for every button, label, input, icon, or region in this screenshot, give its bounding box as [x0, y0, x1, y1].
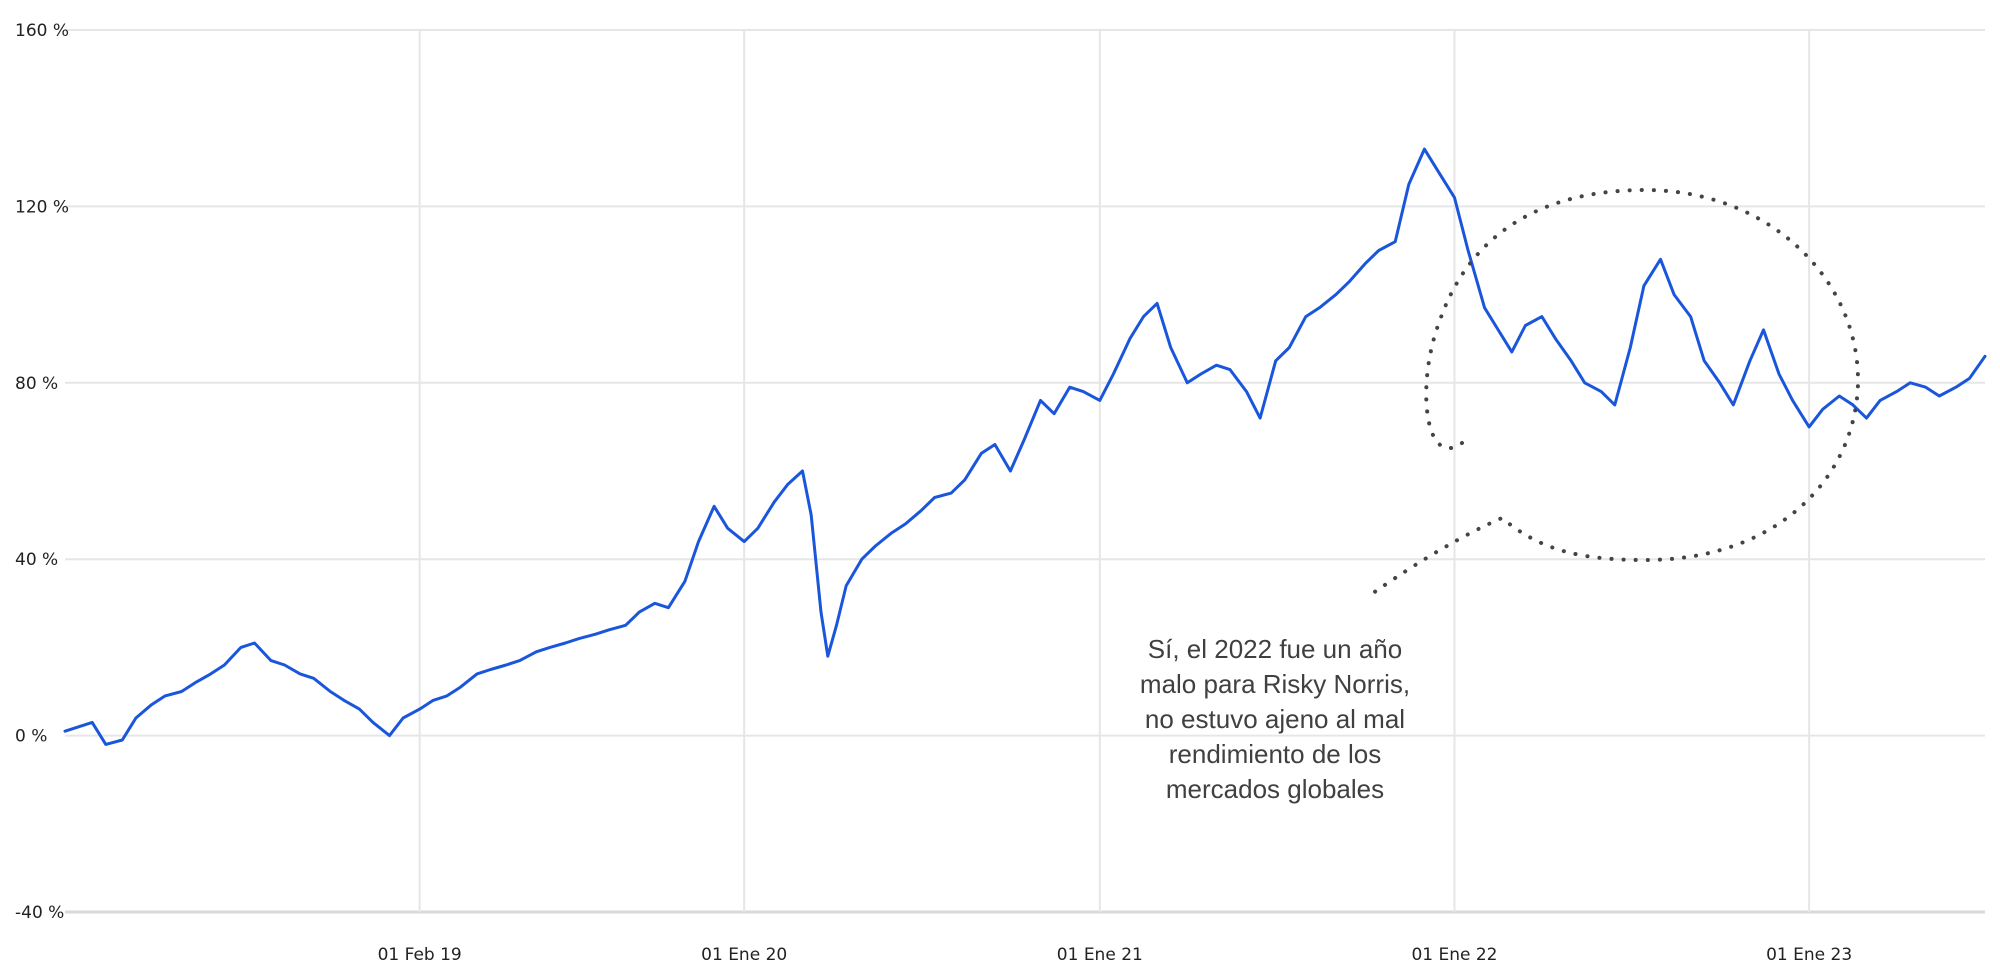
x-tick-label: 01 Ene 22 — [1411, 945, 1497, 965]
y-tick-label: 40 % — [15, 550, 58, 570]
x-tick-label: 01 Ene 21 — [1057, 945, 1143, 965]
annotation-circle-outline — [1364, 187, 1861, 600]
series-layer — [63, 147, 1987, 746]
x-axis-tick-labels: 01 Feb 19 01 Ene 20 01 Ene 21 01 Ene 22 01 E… — [378, 945, 1853, 965]
x-tick-label: 01 Feb 19 — [378, 945, 462, 965]
y-tick-label: 0 % — [15, 727, 47, 747]
y-tick-label: -40 % — [15, 903, 64, 923]
x-tick-label: 01 Ene 23 — [1766, 945, 1852, 965]
annotation-callout — [1364, 187, 1861, 600]
y-axis-tick-labels: -40 % 0 % 40 % 80 % 120 % 160 % — [15, 21, 69, 923]
x-tick-label: 01 Ene 20 — [701, 945, 787, 965]
grid — [65, 29, 1985, 914]
annotation-text: Sí, el 2022 fue un año malo para Risky N… — [1139, 634, 1411, 804]
y-tick-label: 80 % — [15, 374, 58, 394]
y-tick-label: 120 % — [15, 197, 69, 217]
series-line — [63, 147, 1987, 746]
y-tick-label: 160 % — [15, 21, 69, 41]
